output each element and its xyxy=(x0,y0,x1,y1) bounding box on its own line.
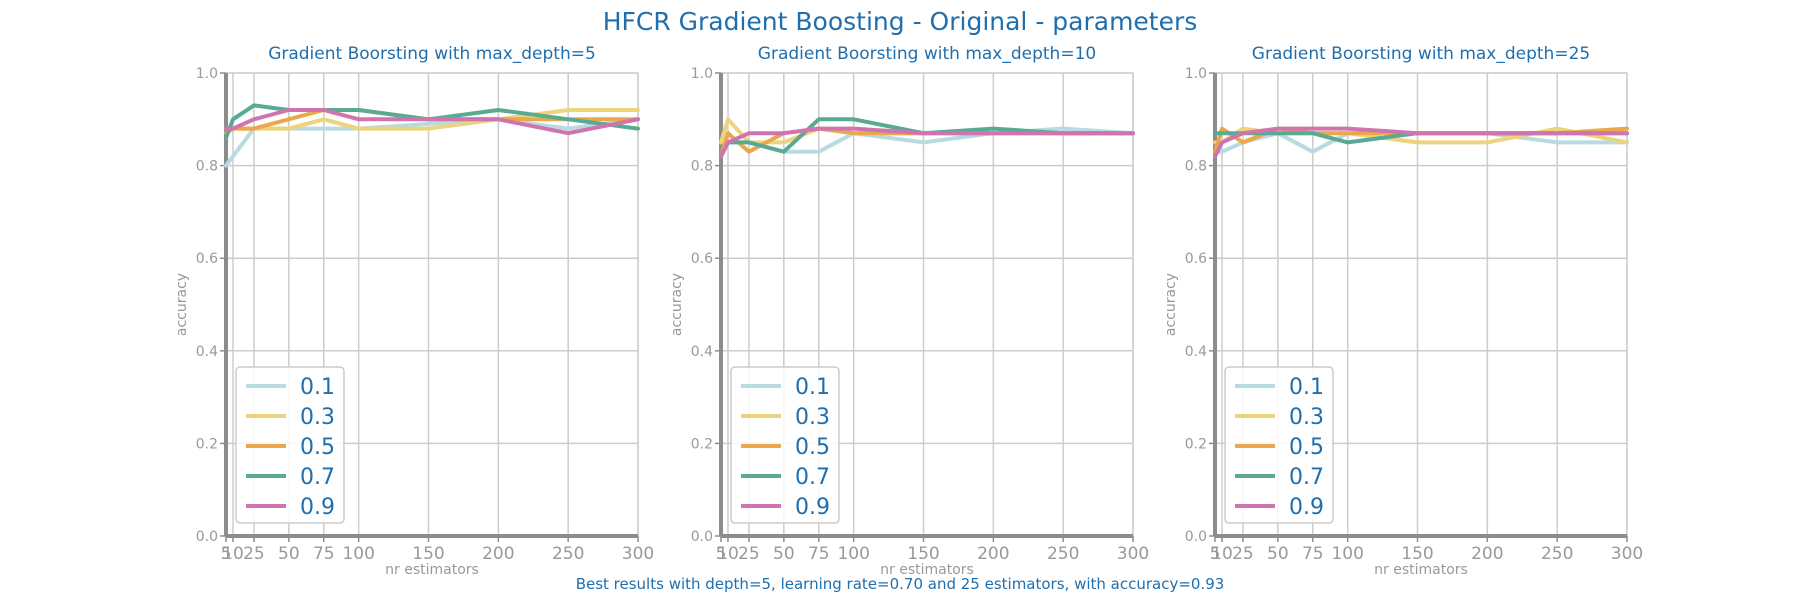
panel-title: Gradient Boorsting with max_depth=5 xyxy=(268,44,596,64)
legend-label: 0.1 xyxy=(1289,375,1324,400)
x-tick-label: 150 xyxy=(1401,544,1433,564)
y-axis-label: accuracy xyxy=(1163,273,1179,336)
y-tick-label: 0.4 xyxy=(196,344,218,360)
panel-title: Gradient Boorsting with max_depth=25 xyxy=(1252,44,1590,64)
series-line-0-9 xyxy=(224,108,640,136)
legend-label: 0.3 xyxy=(795,405,830,430)
legend-box xyxy=(235,366,345,524)
y-tick-label: 0.4 xyxy=(1185,344,1207,360)
legend-label: 0.5 xyxy=(300,435,335,460)
x-tick-label: 100 xyxy=(342,544,374,564)
x-tick-label: 75 xyxy=(808,544,830,564)
x-tick-label: 25 xyxy=(243,544,265,564)
y-tick-label: 0.0 xyxy=(1185,529,1207,545)
series-line-0-9 xyxy=(719,126,1135,159)
y-tick-label: 0.6 xyxy=(691,251,713,267)
x-tick-label: 25 xyxy=(1232,544,1254,564)
x-tick-label: 250 xyxy=(552,544,584,564)
best-results-caption: Best results with depth=5, learning rate… xyxy=(576,575,1225,593)
chart-panel-2: 0.0 0.2 0.4 0.6 0.8 1.0 510 25 50 75 100 150 200 250 3… xyxy=(669,44,1149,578)
legend-label: 0.1 xyxy=(795,375,830,400)
x-tick-label: 300 xyxy=(1117,544,1149,564)
y-tick-label: 0.2 xyxy=(1185,436,1207,452)
x-axis-label: nr estimators xyxy=(1374,562,1468,578)
y-tick-label: 0.2 xyxy=(691,436,713,452)
legend-box xyxy=(730,366,840,524)
legend-label: 0.3 xyxy=(300,405,335,430)
y-tick-label: 1.0 xyxy=(196,66,218,82)
y-tick-label: 1.0 xyxy=(691,66,713,82)
legend: 0.1 0.3 0.5 0.7 0.9 xyxy=(1224,366,1334,524)
legend-label: 0.7 xyxy=(1289,465,1324,490)
x-tick-label: 250 xyxy=(1541,544,1573,564)
x-tick-label: 250 xyxy=(1047,544,1079,564)
series-line-0-7 xyxy=(719,117,1135,159)
legend-label: 0.7 xyxy=(795,465,830,490)
x-tick-label: 10 xyxy=(1211,544,1233,564)
x-tick-label: 200 xyxy=(1471,544,1503,564)
x-tick-label: 5 xyxy=(221,544,232,564)
legend-label: 0.5 xyxy=(795,435,830,460)
y-tick-label: 0.6 xyxy=(1185,251,1207,267)
figure-title: HFCR Gradient Boosting - Original - para… xyxy=(603,7,1198,36)
x-tick-label: 300 xyxy=(622,544,654,564)
x-tick-label: 200 xyxy=(482,544,514,564)
legend-box xyxy=(1224,366,1334,524)
y-axis-label: accuracy xyxy=(669,273,685,336)
x-tick-label: 100 xyxy=(837,544,869,564)
chart-panel-3: 0.0 0.2 0.4 0.6 0.8 1.0 510 25 50 75 100 150 200 250 3… xyxy=(1163,44,1643,578)
y-tick-label: 0.8 xyxy=(196,159,218,175)
x-tick-label: 25 xyxy=(738,544,760,564)
x-axis-label: nr estimators xyxy=(385,562,479,578)
y-axis-label: accuracy xyxy=(174,273,190,336)
legend-label: 0.5 xyxy=(1289,435,1324,460)
x-tick-label: 150 xyxy=(907,544,939,564)
legend-label: 0.9 xyxy=(300,495,335,520)
x-tick-label: 300 xyxy=(1611,544,1643,564)
x-tick-label: 200 xyxy=(977,544,1009,564)
legend-label: 0.9 xyxy=(795,495,830,520)
legend-label: 0.9 xyxy=(1289,495,1324,520)
panel-title: Gradient Boorsting with max_depth=10 xyxy=(758,44,1096,64)
chart-panel-1: 0.0 0.2 0.4 0.6 0.8 1.0 510 25 50 75 100 150 200 250 3… xyxy=(174,44,654,578)
x-tick-label: 50 xyxy=(278,544,300,564)
x-tick-label: 50 xyxy=(773,544,795,564)
y-tick-label: 0.8 xyxy=(1185,159,1207,175)
y-tick-label: 1.0 xyxy=(1185,66,1207,82)
x-tick-label: 100 xyxy=(1331,544,1363,564)
y-tick-label: 0.6 xyxy=(196,251,218,267)
series-line-0-9 xyxy=(1213,126,1629,159)
y-tick-label: 0.0 xyxy=(196,529,218,545)
series-line-0-1 xyxy=(1213,131,1629,154)
legend: 0.1 0.3 0.5 0.7 0.9 xyxy=(730,366,840,524)
legend-label: 0.1 xyxy=(300,375,335,400)
x-tick-label: 150 xyxy=(412,544,444,564)
x-tick-label: 75 xyxy=(1302,544,1324,564)
y-tick-label: 0.2 xyxy=(196,436,218,452)
x-tick-label: 75 xyxy=(313,544,335,564)
x-tick-label: 10 xyxy=(222,544,244,564)
legend-label: 0.7 xyxy=(300,465,335,490)
x-tick-label: 5 xyxy=(1210,544,1221,564)
legend: 0.1 0.3 0.5 0.7 0.9 xyxy=(235,366,345,524)
series-line-0-1 xyxy=(224,117,640,168)
x-tick-label: 5 xyxy=(716,544,727,564)
y-tick-label: 0.8 xyxy=(691,159,713,175)
series-line-0-7 xyxy=(224,103,640,140)
y-tick-label: 0.4 xyxy=(691,344,713,360)
x-tick-label: 10 xyxy=(717,544,739,564)
x-axis-label: nr estimators xyxy=(880,562,974,578)
y-tick-label: 0.0 xyxy=(691,529,713,545)
legend-label: 0.3 xyxy=(1289,405,1324,430)
x-tick-label: 50 xyxy=(1267,544,1289,564)
